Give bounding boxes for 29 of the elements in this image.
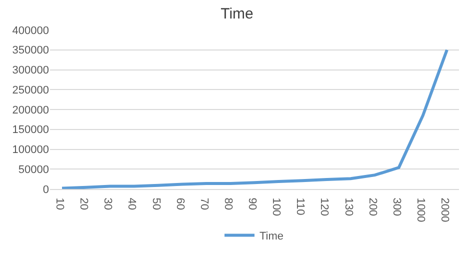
x-tick-label: 50 <box>150 198 162 210</box>
y-tick-label: 400000 <box>12 24 49 37</box>
y-tick-label: 50000 <box>18 164 49 176</box>
x-tick-label: 10 <box>54 198 66 210</box>
x-tick-label: 40 <box>126 198 138 210</box>
x-tick-label: 90 <box>246 198 258 210</box>
line-series <box>60 48 448 189</box>
x-tick-label: 110 <box>294 198 306 216</box>
x-tick-label: 120 <box>318 198 330 216</box>
y-tick-label: 200000 <box>12 104 49 116</box>
x-tick-label: 30 <box>102 198 114 210</box>
x-tick-label: 1000 <box>414 198 426 222</box>
x-tick-label: 200 <box>366 198 378 216</box>
y-tick-label: 150000 <box>12 124 49 136</box>
y-tick-label: 100000 <box>12 144 49 156</box>
chart-title: Time <box>220 5 254 22</box>
x-tick-label: 2000 <box>438 198 450 222</box>
x-tick-label: 60 <box>174 198 186 210</box>
y-tick-label: 0 <box>42 184 49 196</box>
y-tick-label: 250000 <box>12 84 49 96</box>
x-tick-label: 70 <box>198 198 210 210</box>
y-tick-label: 350000 <box>12 44 49 57</box>
x-tick-label: 130 <box>342 198 354 216</box>
legend-label: Time <box>260 230 284 243</box>
x-tick-label: 80 <box>222 198 234 210</box>
x-tick-label: 20 <box>78 198 90 210</box>
y-tick-label: 300000 <box>12 64 49 77</box>
x-tick-label: 100 <box>270 198 282 216</box>
x-tick-label: 300 <box>390 198 402 216</box>
